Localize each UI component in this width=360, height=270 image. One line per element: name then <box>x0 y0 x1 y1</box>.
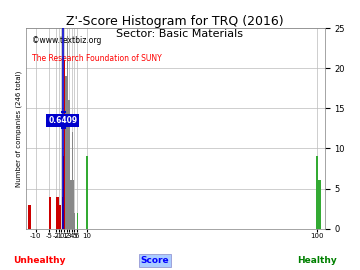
Bar <box>86 156 88 229</box>
Bar <box>69 100 70 229</box>
Text: ©www.textbiz.org: ©www.textbiz.org <box>32 36 101 45</box>
Bar <box>71 180 72 229</box>
Bar <box>57 197 59 229</box>
Bar <box>66 76 67 229</box>
Text: Sector: Basic Materials: Sector: Basic Materials <box>117 29 243 39</box>
Y-axis label: Number of companies (246 total): Number of companies (246 total) <box>15 70 22 187</box>
Bar <box>77 212 78 229</box>
Bar <box>63 156 64 229</box>
Bar <box>62 197 63 229</box>
Bar <box>73 180 74 229</box>
Bar <box>319 180 321 229</box>
Text: Healthy: Healthy <box>297 256 337 265</box>
Bar <box>59 205 61 229</box>
Bar <box>64 60 65 229</box>
Bar <box>72 132 73 229</box>
Bar <box>68 100 69 229</box>
Text: The Research Foundation of SUNY: The Research Foundation of SUNY <box>32 54 161 63</box>
Bar <box>316 156 318 229</box>
Text: 0.6409: 0.6409 <box>48 116 77 125</box>
Text: Unhealthy: Unhealthy <box>13 256 66 265</box>
Bar <box>67 36 68 229</box>
Title: Z'-Score Histogram for TRQ (2016): Z'-Score Histogram for TRQ (2016) <box>66 15 284 28</box>
Text: Score: Score <box>140 256 169 265</box>
Bar <box>74 212 76 229</box>
Bar <box>49 197 51 229</box>
Bar <box>28 205 31 229</box>
